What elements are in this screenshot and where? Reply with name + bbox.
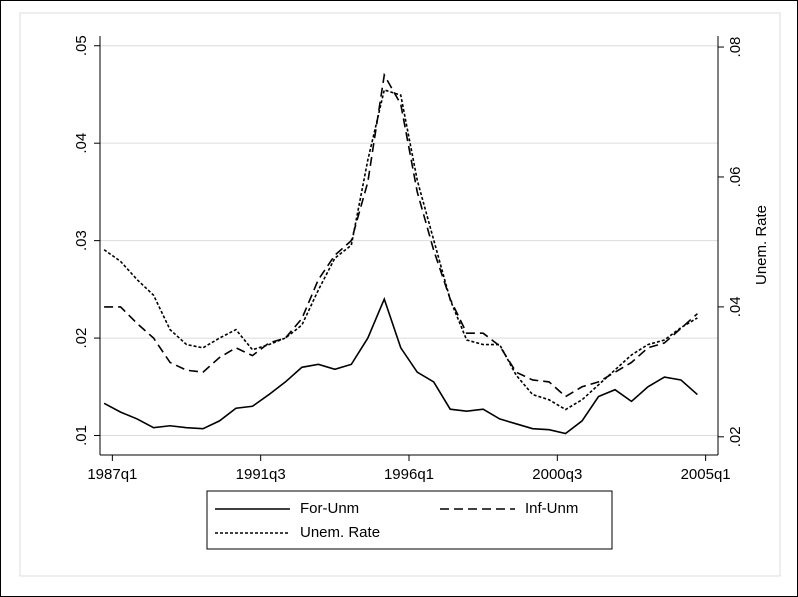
y2-tick-label: .08 xyxy=(727,37,744,58)
legend-label: Unem. Rate xyxy=(300,524,380,541)
y-tick-label: .05 xyxy=(73,35,90,56)
graph-region xyxy=(19,12,781,577)
series-line xyxy=(104,72,698,398)
y2-tick-label: .02 xyxy=(727,426,744,447)
legend-label: Inf-Unm xyxy=(525,500,578,517)
y-tick-label: .03 xyxy=(73,230,90,251)
y-tick-label: .01 xyxy=(73,425,90,446)
legend-box xyxy=(206,490,613,550)
legend-label: For-Unm xyxy=(300,500,359,517)
x-tick-label: 2000q3 xyxy=(532,466,582,483)
y-tick-label: .04 xyxy=(73,133,90,154)
series-line xyxy=(103,88,698,411)
x-tick-label: 1991q3 xyxy=(236,466,286,483)
y2-axis-label: Unem. Rate xyxy=(753,205,770,285)
x-tick-label: 1987q1 xyxy=(87,466,137,483)
y2-tick-label: .06 xyxy=(727,167,744,188)
y-tick-label: .02 xyxy=(73,328,90,349)
series-line xyxy=(103,296,698,435)
x-tick-label: 2005q1 xyxy=(681,466,731,483)
x-tick-label: 1996q1 xyxy=(384,466,434,483)
y2-tick-label: .04 xyxy=(727,296,744,317)
